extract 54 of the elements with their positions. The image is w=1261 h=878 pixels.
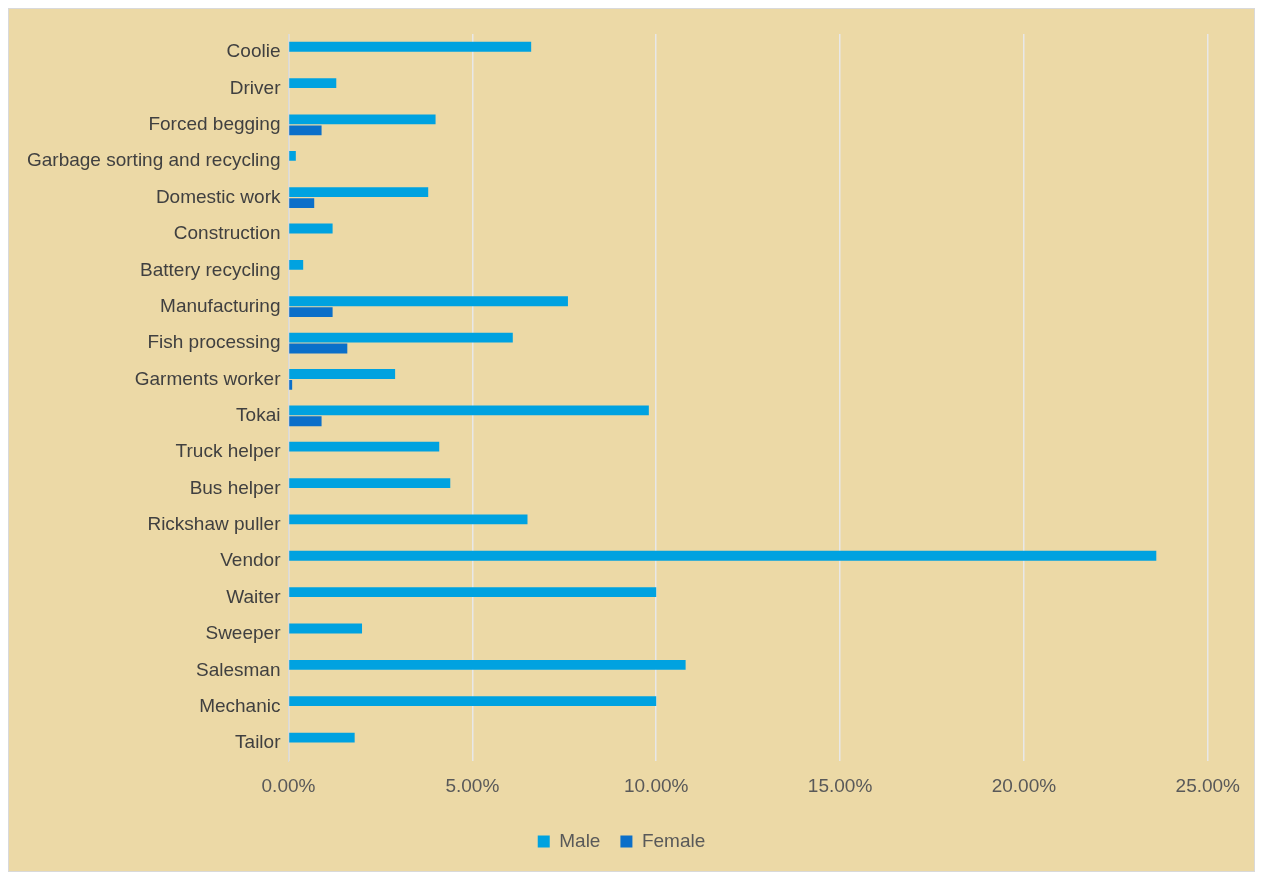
bar (289, 405, 649, 416)
bar (289, 514, 528, 525)
y-tick-label: Domestic work (155, 185, 281, 207)
y-tick-label: Mechanic (199, 694, 281, 716)
bar (289, 125, 322, 136)
bar (289, 198, 315, 208)
bar (289, 223, 333, 234)
legend-label: Male (559, 829, 601, 851)
bar (289, 114, 436, 125)
y-tick-label: Fish processing (147, 331, 281, 353)
bar (289, 623, 363, 634)
bar (289, 78, 337, 88)
x-tick-label: 20.00% (991, 774, 1057, 796)
y-tick-label: Truck helper (175, 440, 282, 462)
y-tick-label: Manufacturing (160, 294, 281, 316)
y-tick-label: Tokai (236, 404, 281, 426)
bar (289, 550, 1157, 561)
bar (289, 587, 657, 598)
bar (289, 659, 686, 670)
x-tick-label: 15.00% (807, 774, 873, 796)
x-tick-label: 0.00% (261, 774, 316, 796)
y-tick-label: Waiter (226, 585, 282, 607)
y-tick-label: Garments worker (134, 367, 282, 389)
y-tick-label: Driver (229, 76, 282, 98)
y-tick-label: Rickshaw puller (147, 513, 282, 535)
bar (289, 332, 513, 343)
y-tick-label: Forced begging (148, 113, 281, 135)
x-tick-label: 25.00% (1175, 774, 1241, 796)
y-tick-label: Sweeper (205, 622, 282, 644)
bar (289, 41, 532, 52)
y-tick-label: Tailor (235, 731, 282, 753)
y-tick-label: Vendor (220, 549, 282, 571)
x-tick-label: 5.00% (445, 774, 500, 796)
bar (289, 416, 322, 427)
bar (289, 187, 429, 198)
bar (289, 307, 333, 318)
y-tick-label: Garbage sorting and recycling (26, 149, 281, 171)
bar (289, 150, 296, 161)
y-tick-label: Salesman (195, 658, 281, 680)
bar (289, 478, 451, 488)
bar (289, 696, 657, 707)
y-tick-label: Battery recycling (140, 258, 281, 280)
y-tick-label: Bus helper (189, 476, 282, 498)
bar (289, 441, 440, 452)
bar (289, 732, 355, 743)
bar (289, 296, 568, 307)
x-tick-label: 10.00% (623, 774, 689, 796)
bar (289, 343, 348, 354)
bar (289, 259, 304, 270)
y-tick-label: Coolie (226, 40, 281, 62)
y-tick-label: Construction (173, 222, 281, 244)
bar (289, 369, 396, 379)
legend-label: Female (641, 829, 706, 851)
bar (289, 379, 293, 390)
